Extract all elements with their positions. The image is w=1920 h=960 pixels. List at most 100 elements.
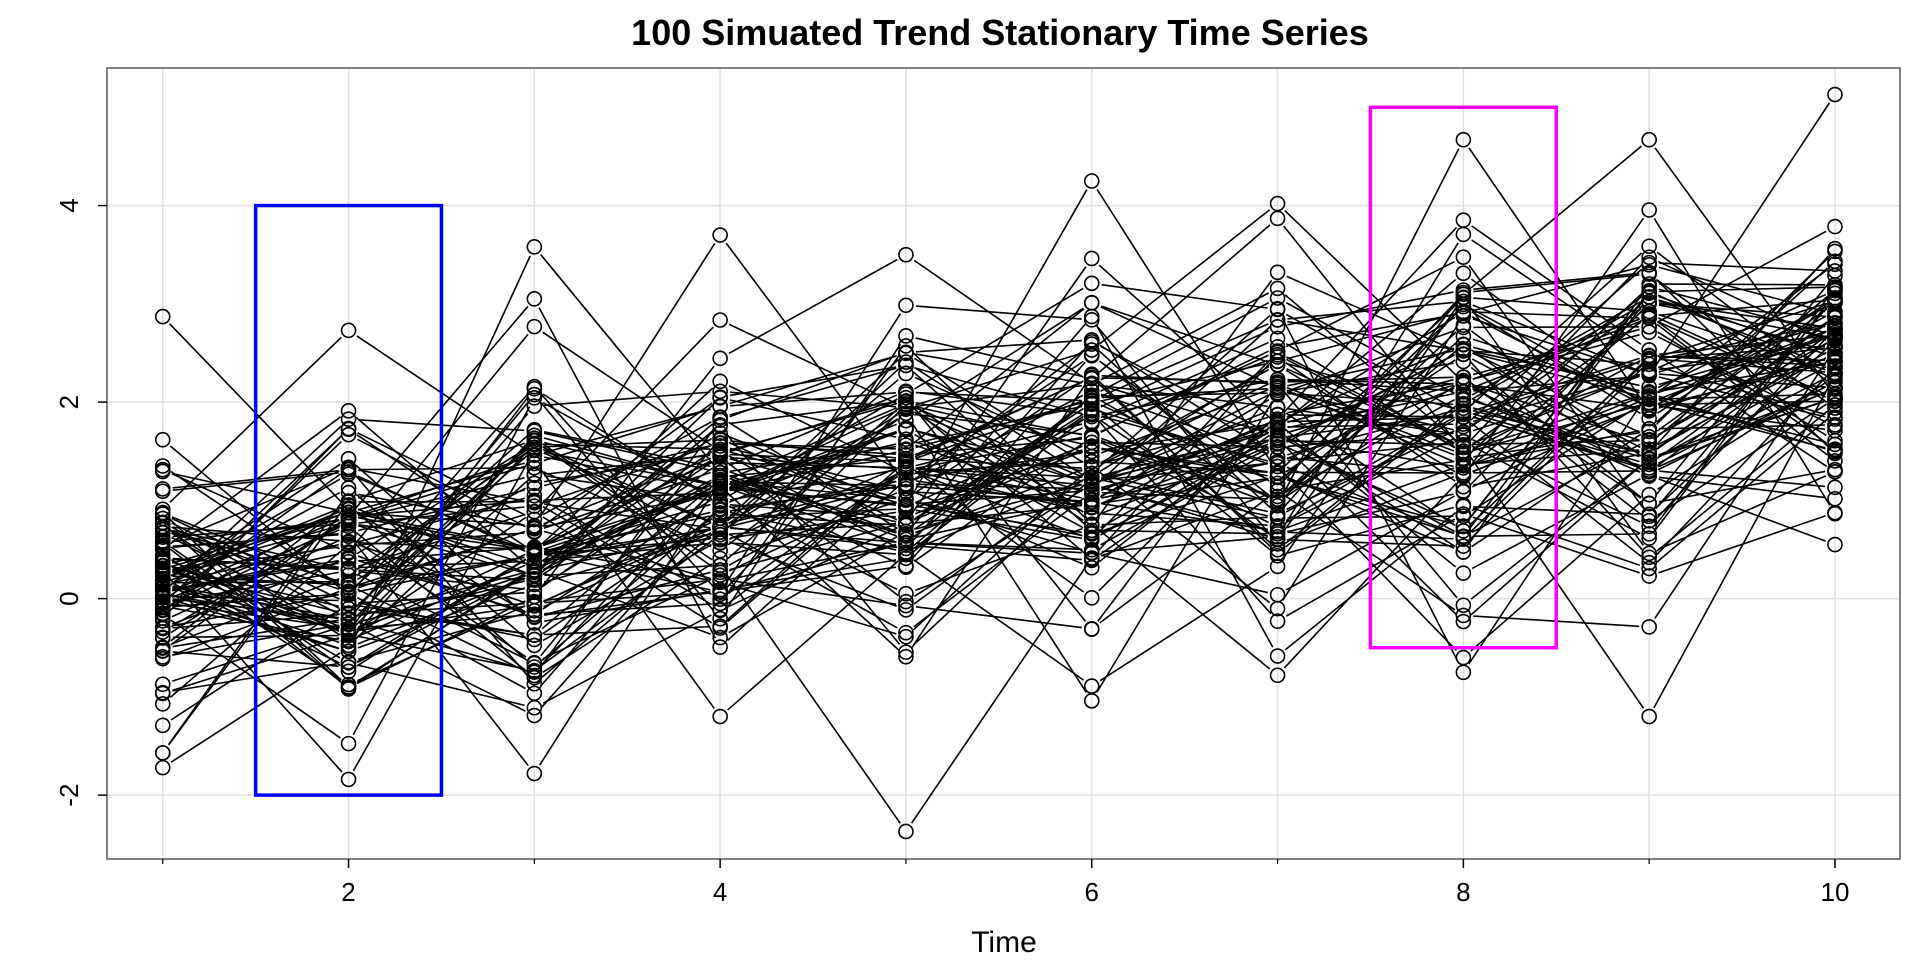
data-point [526,588,543,605]
series-segment [543,571,711,616]
data-point [1269,423,1286,439]
series-segment [544,579,711,602]
data-point [712,493,728,510]
data-point [1641,285,1657,302]
series-segment [1100,383,1269,465]
data-point [154,640,171,656]
data-point [340,605,357,621]
data-point [898,597,914,614]
series-segment [915,339,1082,353]
data-point [1455,456,1472,473]
data-point [154,572,171,589]
data-point [1269,411,1286,427]
series-segment [544,391,711,407]
data-point [1083,413,1100,430]
data-point [1827,277,1843,293]
data-point [526,707,543,724]
series-segment [914,287,1084,390]
series-segment [729,485,897,528]
series-segment [913,307,1084,416]
series-segment [915,391,1082,402]
data-point [526,631,543,648]
data-point [898,328,914,344]
data-point [154,717,171,734]
data-point [1269,330,1286,347]
series-segment [729,447,897,491]
data-point [154,557,171,574]
data-point [1827,381,1843,397]
data-point [340,553,357,570]
data-point [340,771,357,788]
series-segment [1657,317,1827,395]
data-point [1641,549,1657,566]
data-point [1083,346,1100,363]
data-point [526,559,543,575]
data-point [526,544,543,560]
data-point [712,639,728,655]
series-segment [542,498,713,610]
data-point [1083,516,1100,532]
data-point [898,400,914,416]
data-point [898,644,914,660]
series-segment [1658,299,1826,366]
series-segment [1658,363,1826,407]
data-point [340,676,357,693]
data-point [154,541,171,558]
data-point [898,525,914,542]
data-point [154,461,171,478]
data-point [340,643,357,660]
data-point [1827,315,1843,332]
series-segment [544,529,711,555]
data-point [526,699,543,716]
data-point [898,628,914,645]
series-segment [729,511,897,539]
y-tick-label: 0 [54,591,84,605]
data-point [1827,290,1843,306]
series-segment [540,326,714,506]
series-segment [1097,327,1272,537]
data-point [1641,508,1657,525]
x-tick-label: 2 [341,877,355,907]
series-segment [1658,475,1827,551]
series-segment [1101,513,1268,526]
series-segment [725,242,901,477]
series-segment [1657,351,1827,448]
data-point [340,525,357,541]
data-point [526,615,543,631]
data-point [1455,498,1472,515]
data-point [340,610,357,627]
series-segment [915,509,1083,540]
x-tick-label: 6 [1085,877,1099,907]
data-point [526,447,543,463]
series-segment [729,430,897,488]
data-point [1827,349,1843,366]
series-segment [1100,368,1270,464]
data-point [1083,250,1100,267]
series-segment [729,526,897,549]
data-point [1641,347,1657,364]
data-point [340,681,357,697]
data-point [898,517,914,534]
data-point [526,291,543,307]
x-tick-label: 4 [713,877,727,907]
data-point [1269,380,1286,397]
series-segment [728,258,898,355]
data-point [526,390,543,406]
data-point [526,553,543,570]
series-segment [1657,302,1828,414]
series-segment [915,400,1083,460]
data-point [1641,429,1657,445]
series-segment [915,471,1083,537]
data-point [1641,318,1657,335]
data-point [526,520,543,537]
series-segment [543,408,711,462]
data-point [1827,504,1843,521]
series-segment [729,559,897,589]
data-point [526,765,543,782]
data-point [1269,523,1286,539]
data-point [1269,475,1286,492]
data-point [712,449,728,465]
series-segment [1101,477,1268,504]
data-point [712,398,728,415]
data-point [340,509,357,526]
